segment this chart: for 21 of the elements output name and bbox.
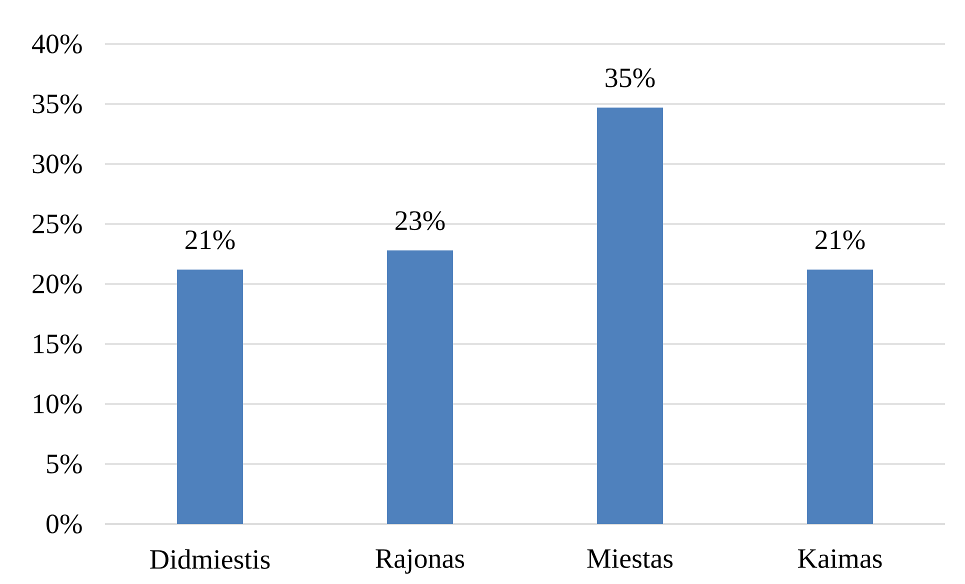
- y-tick-label: 15%: [34, 334, 82, 354]
- y-tick-label: 35%: [32, 94, 82, 114]
- x-tick-label: Miestas: [587, 549, 673, 568]
- data-label: 35%: [606, 68, 655, 88]
- y-tick-label: 20%: [32, 274, 82, 294]
- x-tick-label: Didmiestis: [150, 549, 270, 569]
- bar: [597, 108, 664, 524]
- y-tick-label: 30%: [32, 154, 82, 174]
- bar: [807, 270, 874, 524]
- y-tick-label: 5%: [47, 454, 82, 474]
- bar: [387, 250, 454, 524]
- y-tick-label: 0%: [46, 514, 82, 534]
- y-tick-label: 10%: [34, 394, 82, 414]
- y-tick-label: 25%: [32, 214, 82, 234]
- data-label: 21%: [186, 230, 235, 250]
- data-label: 21%: [816, 230, 865, 250]
- x-tick-label: Kaimas: [798, 549, 882, 568]
- x-tick-label: Rajonas: [376, 549, 464, 574]
- y-tick-label: 40%: [32, 34, 82, 54]
- bar: [177, 270, 244, 524]
- data-label: 23%: [396, 211, 445, 230]
